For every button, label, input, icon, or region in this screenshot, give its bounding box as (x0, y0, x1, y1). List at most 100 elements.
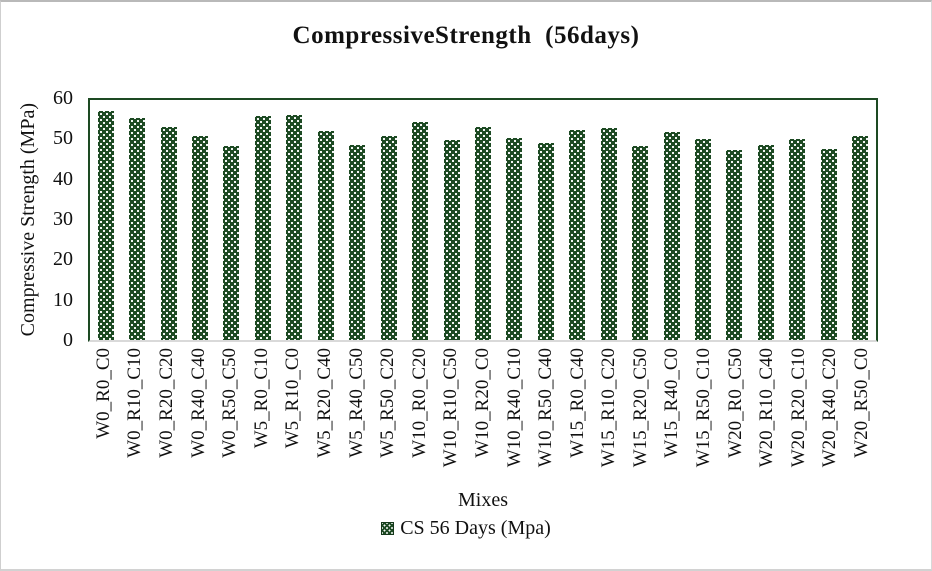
x-tick-label: W20_R0_C50 (724, 348, 746, 458)
y-tick-label: 30 (53, 208, 73, 230)
bar-slot (782, 100, 813, 340)
x-label-slot: W15_R40_C0 (657, 348, 689, 486)
x-axis-labels: W0_R0_C0 W0_R10_C10 W0_R20_C20 W0_R40_C40 W0… (88, 348, 878, 486)
plot-area (88, 98, 878, 342)
bar-W0_R20_C20 (160, 126, 177, 340)
x-label-slot: W20_R10_C40 (751, 348, 783, 486)
x-label-slot: W10_R50_C40 (530, 348, 562, 486)
x-label-slot: W5_R0_C10 (246, 348, 278, 486)
bar-W20_R20_C10 (789, 139, 806, 340)
x-tick-label: W0_R40_C40 (187, 348, 209, 458)
bar-slot (310, 100, 341, 340)
legend-swatch-icon (381, 522, 395, 535)
x-tick-label: W15_R40_C0 (661, 348, 683, 458)
bar-W10_R0_C20 (412, 121, 429, 340)
x-tick-label: W5_R0_C10 (250, 348, 272, 449)
x-tick-label: W10_R10_C50 (440, 348, 462, 468)
x-tick-label: W20_R40_C20 (819, 348, 841, 468)
x-label-slot: W10_R20_C0 (467, 348, 499, 486)
x-tick-label: W10_R40_C10 (503, 348, 525, 468)
x-tick-label: W0_R50_C50 (219, 348, 241, 458)
x-label-slot: W5_R10_C0 (278, 348, 310, 486)
x-label-slot: W0_R50_C50 (214, 348, 246, 486)
bar-slot (184, 100, 215, 340)
x-label-slot: W5_R50_C20 (372, 348, 404, 486)
x-tick-label: W20_R50_C0 (851, 348, 873, 458)
bar-slot (845, 100, 876, 340)
chart-title: CompressiveStrength (56days) (292, 22, 640, 49)
bar-W5_R0_C10 (254, 116, 271, 340)
x-label-slot: W15_R10_C20 (594, 348, 626, 486)
bar-slot (216, 100, 247, 340)
x-tick-label: W10_R50_C40 (535, 348, 557, 468)
bar-slot (562, 100, 593, 340)
bar-slot (436, 100, 467, 340)
bar-W5_R10_C0 (286, 115, 303, 340)
x-tick-label: W20_R10_C40 (756, 348, 778, 468)
bar-slot (499, 100, 530, 340)
bar-slot (656, 100, 687, 340)
bar-slot (719, 100, 750, 340)
y-tick-label: 20 (53, 248, 73, 271)
bar-W0_R0_C0 (97, 111, 114, 340)
bar-W5_R20_C40 (317, 130, 334, 340)
bar-W20_R0_C50 (726, 150, 743, 340)
bar-slot (153, 100, 184, 340)
bar-slot (593, 100, 624, 340)
y-tick-label: 0 (63, 329, 73, 351)
x-tick-label: W15_R20_C50 (629, 348, 651, 468)
bar-slot (530, 100, 561, 340)
bar-W5_R40_C50 (349, 145, 366, 340)
x-tick-label: W15_R50_C10 (693, 348, 715, 468)
x-tick-label: W5_R20_C40 (313, 348, 335, 458)
x-tick-label: W0_R0_C0 (92, 348, 114, 439)
bar-W15_R0_C40 (569, 130, 586, 340)
bar-W10_R50_C40 (537, 142, 554, 340)
bar-W10_R20_C0 (474, 127, 491, 340)
bar-slot (279, 100, 310, 340)
bar-slot (813, 100, 844, 340)
bar-W20_R10_C40 (757, 144, 774, 340)
y-tick-label: 50 (53, 127, 73, 150)
bar-W15_R20_C50 (632, 146, 649, 340)
bar-slot (404, 100, 435, 340)
x-tick-label: W20_R20_C10 (787, 348, 809, 468)
bar-slot (247, 100, 278, 340)
bar-slot (624, 100, 655, 340)
bar-slot (90, 100, 121, 340)
bar-W10_R10_C50 (443, 139, 460, 340)
bar-slot (373, 100, 404, 340)
x-label-slot: W0_R10_C10 (120, 348, 152, 486)
bar-W0_R40_C40 (192, 136, 209, 340)
bar-slot (687, 100, 718, 340)
x-label-slot: W20_R50_C0 (846, 348, 878, 486)
x-label-slot: W5_R20_C40 (309, 348, 341, 486)
bar-slot (342, 100, 373, 340)
x-label-slot: W10_R10_C50 (436, 348, 468, 486)
x-label-slot: W10_R0_C20 (404, 348, 436, 486)
x-label-slot: W5_R40_C50 (341, 348, 373, 486)
bar-slot (467, 100, 498, 340)
bar-W20_R50_C0 (852, 136, 869, 340)
bar-W15_R10_C20 (600, 128, 617, 340)
bar-W10_R40_C10 (506, 137, 523, 340)
x-tick-label: W5_R40_C50 (345, 348, 367, 458)
x-tick-label: W10_R20_C0 (471, 348, 493, 458)
legend: CS 56 Days (Mpa) (1, 517, 931, 540)
x-tick-label: W10_R0_C20 (408, 348, 430, 458)
bar-slot (121, 100, 152, 340)
x-tick-label: W5_R10_C0 (282, 348, 304, 449)
x-axis-title: Mixes (458, 489, 508, 511)
x-label-slot: W0_R20_C20 (151, 348, 183, 486)
x-tick-label: W0_R10_C10 (124, 348, 146, 458)
x-tick-label: W15_R10_C20 (598, 348, 620, 468)
x-label-slot: W15_R50_C10 (688, 348, 720, 486)
x-label-slot: W15_R0_C40 (562, 348, 594, 486)
bar-W0_R10_C10 (129, 118, 146, 340)
x-tick-label: W5_R50_C20 (377, 348, 399, 458)
x-label-slot: W20_R0_C50 (720, 348, 752, 486)
y-tick-label: 10 (53, 288, 73, 311)
x-label-slot: W0_R0_C0 (88, 348, 120, 486)
bar-slot (750, 100, 781, 340)
